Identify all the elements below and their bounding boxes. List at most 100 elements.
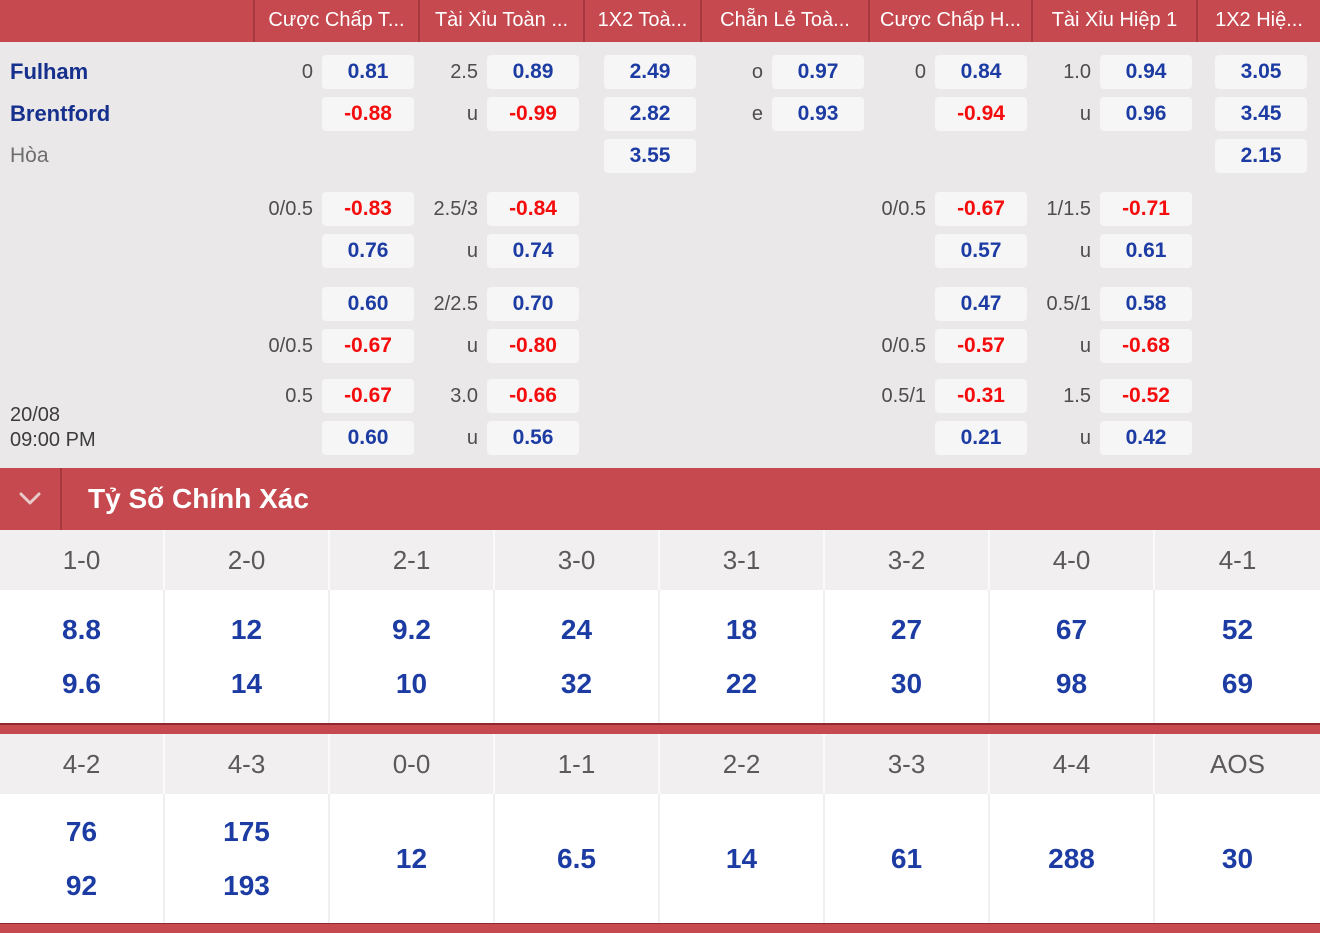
odds-handicap-ft[interactable]: 0.76 [322, 234, 414, 268]
odds-row: 0/0.5 -0.67 u -0.80 0/0.5 -0.57 u -0.68 [0, 329, 1320, 363]
odds-over-under-ft[interactable]: -0.80 [487, 329, 579, 363]
odds-over-under-h1[interactable]: 0.94 [1100, 55, 1192, 89]
score-odds-cell[interactable]: 8.8 9.6 [0, 590, 165, 723]
odds-row: 0/0.5 -0.83 2.5/3 -0.84 0/0.5 -0.67 1/1.5 -0.71 [0, 192, 1320, 226]
odds-over-under-ft[interactable]: 0.89 [487, 55, 579, 89]
score-label: 1-0 [0, 530, 165, 590]
score-odd-value: 12 [395, 842, 428, 874]
column-header-1x2-h1: 1X2 Hiệ... [1196, 0, 1320, 42]
match-time: 20/08 09:00 PM [10, 403, 96, 453]
score-odd-value: 69 [1221, 667, 1254, 699]
collapse-toggle[interactable] [0, 468, 62, 530]
market-cell-over-under-h1: 0.5/1 0.58 [1031, 287, 1196, 321]
odds-over-under-ft[interactable]: -0.99 [487, 97, 579, 131]
score-odd-value: 18 [725, 613, 758, 645]
odds-over-under-ft[interactable]: -0.66 [487, 379, 579, 413]
score-label: AOS [1155, 734, 1320, 794]
score-odds-cell[interactable]: 175 193 [165, 794, 330, 923]
odds-handicap-h1[interactable]: -0.94 [935, 97, 1027, 131]
odds-handicap-h1[interactable]: 0.47 [935, 287, 1027, 321]
section-title: Tỷ Số Chính Xác [88, 483, 309, 514]
score-odds-cell[interactable]: 24 32 [495, 590, 660, 723]
odds-line-label: 0.5/1 [881, 384, 926, 407]
odds-handicap-ft[interactable]: -0.83 [322, 192, 414, 226]
odds-line-label: u [466, 102, 478, 125]
odds-line-label: u [466, 426, 478, 449]
score-odd-value: 30 [890, 667, 923, 699]
odds-row: 0.60 2/2.5 0.70 0.47 0.5/1 0.58 [0, 287, 1320, 321]
odds-handicap-ft[interactable]: 0.81 [322, 55, 414, 89]
odds-over-under-h1[interactable]: -0.52 [1100, 379, 1192, 413]
odds-line-label: 2/2.5 [433, 292, 478, 315]
market-cell-1x2-ft [583, 234, 700, 268]
score-odds-cell[interactable]: 30 [1155, 794, 1320, 923]
column-header-over-under-h1: Tài Xỉu Hiệp 1 [1031, 0, 1196, 42]
odds-over-under-h1[interactable]: 0.96 [1100, 97, 1192, 131]
odds-handicap-h1[interactable]: -0.31 [935, 379, 1027, 413]
odds-over-under-h1[interactable]: 0.61 [1100, 234, 1192, 268]
odds-1x2-ft[interactable]: 2.49 [604, 55, 696, 89]
odds-line-label: u [1079, 239, 1091, 262]
market-cell-1x2-ft [583, 287, 700, 321]
score-odd-value: 27 [890, 613, 923, 645]
team-name: Brentford [10, 101, 111, 126]
odds-handicap-h1[interactable]: -0.67 [935, 192, 1027, 226]
odds-over-under-ft[interactable]: 0.70 [487, 287, 579, 321]
market-cell-handicap-ft: 0/0.5 -0.83 [253, 192, 418, 226]
odds-handicap-h1[interactable]: 0.21 [935, 421, 1027, 455]
odds-over-under-ft[interactable]: 0.56 [487, 421, 579, 455]
score-odds-cell[interactable]: 76 92 [0, 794, 165, 923]
score-odds-cell[interactable]: 6.5 [495, 794, 660, 923]
odds-1x2-ft[interactable]: 2.82 [604, 97, 696, 131]
market-cell-over-under-ft: 2.5 0.89 [418, 55, 583, 89]
score-odds-cell[interactable]: 14 [660, 794, 825, 923]
odds-1x2-h1[interactable]: 3.45 [1215, 97, 1307, 131]
odds-line-label: 2.5/3 [433, 197, 478, 220]
score-odd-value: 193 [223, 869, 270, 901]
odds-handicap-ft[interactable]: -0.67 [322, 329, 414, 363]
score-odds-cell[interactable]: 288 [990, 794, 1155, 923]
score-odds-cell[interactable]: 61 [825, 794, 990, 923]
odds-line-label: 3.0 [450, 384, 478, 407]
odds-handicap-h1[interactable]: 0.84 [935, 55, 1027, 89]
odds-over-under-h1[interactable]: -0.71 [1100, 192, 1192, 226]
odds-1x2-h1[interactable]: 2.15 [1215, 139, 1307, 173]
odds-handicap-ft[interactable]: 0.60 [322, 421, 414, 455]
score-odds-cell[interactable]: 27 30 [825, 590, 990, 723]
odds-1x2-h1[interactable]: 3.05 [1215, 55, 1307, 89]
score-label: 4-0 [990, 530, 1155, 590]
market-cell-handicap-h1: -0.94 [868, 97, 1031, 131]
score-label: 0-0 [330, 734, 495, 794]
score-odds-cell[interactable]: 12 14 [165, 590, 330, 723]
score-header-row: 1-0 2-0 2-1 3-0 3-1 3-2 4-0 4-1 [0, 530, 1320, 590]
odds-odd-even-ft[interactable]: 0.93 [772, 97, 864, 131]
market-cell-handicap-h1 [868, 139, 1031, 173]
score-odds-cell[interactable]: 18 22 [660, 590, 825, 723]
correct-score-section-header[interactable]: Tỷ Số Chính Xác [0, 468, 1320, 530]
odds-over-under-h1[interactable]: 0.58 [1100, 287, 1192, 321]
odds-handicap-ft[interactable]: 0.60 [322, 287, 414, 321]
market-cell-over-under-ft: u 0.56 [418, 421, 583, 455]
market-cell-1x2-h1: 3.45 [1196, 97, 1320, 131]
market-cell-1x2-h1 [1196, 192, 1320, 226]
odds-over-under-h1[interactable]: -0.68 [1100, 329, 1192, 363]
score-label: 3-2 [825, 530, 990, 590]
market-cell-1x2-ft [583, 329, 700, 363]
score-odd-value: 9.6 [62, 667, 101, 699]
odds-handicap-h1[interactable]: -0.57 [935, 329, 1027, 363]
score-odd-value: 8.8 [62, 613, 101, 645]
odds-handicap-ft[interactable]: -0.67 [322, 379, 414, 413]
odds-over-under-ft[interactable]: 0.74 [487, 234, 579, 268]
score-odd-value: 67 [1055, 613, 1088, 645]
score-odds-cell[interactable]: 9.2 10 [330, 590, 495, 723]
odds-1x2-ft[interactable]: 3.55 [604, 139, 696, 173]
odds-over-under-h1[interactable]: 0.42 [1100, 421, 1192, 455]
odds-over-under-ft[interactable]: -0.84 [487, 192, 579, 226]
score-odds-cell[interactable]: 67 98 [990, 590, 1155, 723]
score-odds-cell[interactable]: 12 [330, 794, 495, 923]
market-cell-over-under-ft [418, 139, 583, 173]
score-odds-cell[interactable]: 52 69 [1155, 590, 1320, 723]
odds-odd-even-ft[interactable]: 0.97 [772, 55, 864, 89]
odds-handicap-ft[interactable]: -0.88 [322, 97, 414, 131]
odds-handicap-h1[interactable]: 0.57 [935, 234, 1027, 268]
